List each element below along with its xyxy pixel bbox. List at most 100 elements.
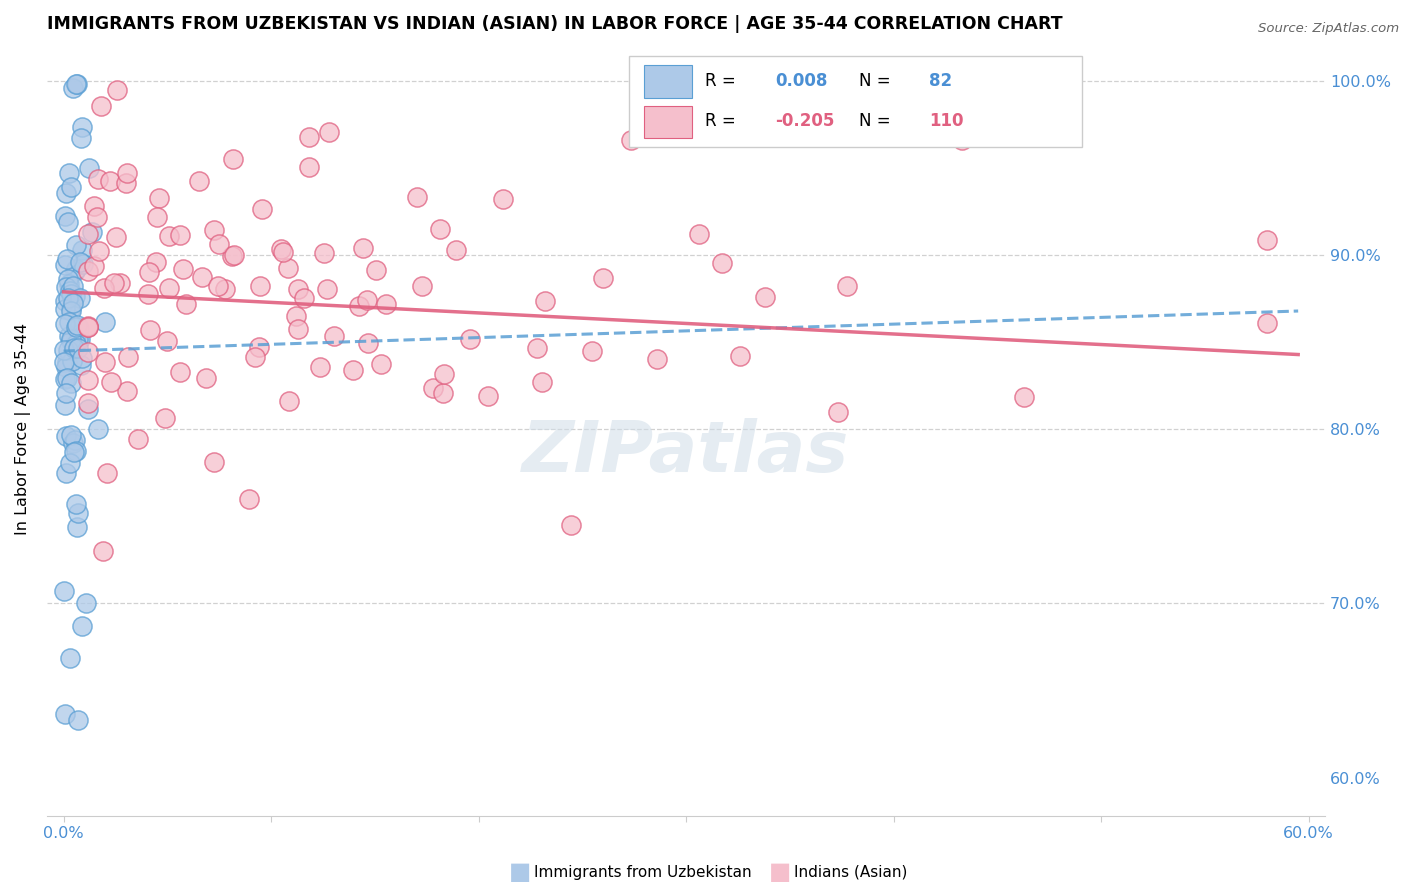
Point bbox=[174, 297, 197, 311]
Point bbox=[202, 454, 225, 468]
Point bbox=[357, 336, 380, 351]
Point bbox=[581, 344, 603, 359]
Point bbox=[65, 77, 87, 91]
Point bbox=[60, 287, 83, 301]
Point bbox=[65, 337, 87, 351]
Point bbox=[429, 222, 451, 236]
Point bbox=[271, 245, 294, 260]
Point bbox=[458, 333, 481, 347]
Text: R =: R = bbox=[706, 112, 741, 130]
Point bbox=[533, 294, 555, 309]
Point bbox=[100, 375, 122, 389]
Point bbox=[145, 254, 167, 268]
Point bbox=[56, 355, 79, 369]
Point bbox=[53, 343, 76, 357]
Point bbox=[202, 223, 225, 237]
Point bbox=[433, 367, 456, 381]
Point bbox=[592, 271, 614, 285]
Point bbox=[53, 209, 76, 223]
Point bbox=[58, 277, 80, 291]
Point bbox=[207, 237, 229, 252]
Point bbox=[70, 243, 93, 257]
Point bbox=[55, 280, 77, 294]
Text: N =: N = bbox=[859, 112, 896, 130]
Point bbox=[247, 340, 270, 354]
Text: ■: ■ bbox=[509, 861, 531, 884]
Point bbox=[315, 283, 337, 297]
Point bbox=[87, 244, 110, 259]
Point bbox=[72, 257, 94, 271]
Point bbox=[138, 286, 160, 301]
Point bbox=[77, 320, 100, 334]
Point bbox=[207, 278, 229, 293]
Point bbox=[58, 214, 80, 228]
Point bbox=[75, 595, 97, 609]
Point bbox=[69, 332, 91, 346]
Text: N =: N = bbox=[859, 71, 896, 90]
Point bbox=[1012, 390, 1035, 404]
Point bbox=[292, 291, 315, 305]
Point bbox=[67, 321, 90, 335]
Point bbox=[103, 276, 125, 290]
Point bbox=[86, 210, 108, 224]
Point bbox=[93, 281, 115, 295]
Point bbox=[77, 319, 100, 334]
Point bbox=[250, 202, 273, 216]
Point bbox=[60, 376, 83, 390]
Point bbox=[284, 309, 307, 323]
Point bbox=[221, 152, 243, 166]
Point bbox=[446, 244, 468, 258]
Point bbox=[87, 422, 110, 436]
Point bbox=[69, 291, 91, 305]
Point bbox=[270, 242, 292, 256]
Point bbox=[59, 428, 82, 442]
Point bbox=[107, 83, 129, 97]
Point bbox=[322, 329, 344, 343]
FancyBboxPatch shape bbox=[628, 56, 1083, 147]
Point bbox=[298, 129, 321, 144]
Point bbox=[55, 359, 77, 374]
Point bbox=[69, 131, 91, 145]
Point bbox=[157, 281, 180, 295]
Bar bbox=[644, 105, 692, 138]
Point bbox=[221, 249, 243, 263]
Point bbox=[63, 334, 86, 348]
Point bbox=[115, 384, 138, 399]
Point bbox=[222, 248, 245, 262]
Point bbox=[55, 386, 77, 401]
Point bbox=[56, 272, 79, 286]
Point bbox=[115, 176, 138, 190]
Point bbox=[318, 125, 340, 139]
Point bbox=[63, 289, 86, 303]
Point bbox=[374, 297, 396, 311]
Text: ZIPatlas: ZIPatlas bbox=[523, 418, 849, 487]
Point bbox=[59, 651, 82, 665]
Point bbox=[104, 230, 127, 244]
Point bbox=[157, 229, 180, 244]
Point bbox=[422, 381, 444, 395]
Point bbox=[153, 410, 176, 425]
Point bbox=[352, 241, 374, 255]
Point bbox=[60, 354, 83, 368]
Point bbox=[77, 396, 100, 410]
Text: Immigrants from Uzbekistan: Immigrants from Uzbekistan bbox=[534, 865, 752, 880]
Text: ■: ■ bbox=[769, 861, 792, 884]
Point bbox=[173, 261, 195, 276]
Point bbox=[59, 284, 82, 298]
Point bbox=[188, 174, 211, 188]
Point bbox=[63, 445, 86, 459]
Text: Source: ZipAtlas.com: Source: ZipAtlas.com bbox=[1258, 22, 1399, 36]
Point bbox=[66, 519, 89, 533]
Point bbox=[65, 78, 87, 92]
Point bbox=[59, 456, 82, 470]
Point bbox=[67, 713, 90, 727]
Point bbox=[1256, 233, 1278, 247]
Point bbox=[53, 398, 76, 412]
Point bbox=[347, 299, 370, 313]
Point bbox=[53, 706, 76, 721]
Point bbox=[950, 133, 973, 147]
Point bbox=[62, 279, 84, 293]
Point bbox=[278, 394, 301, 409]
Point bbox=[560, 518, 582, 533]
Point bbox=[53, 317, 76, 331]
